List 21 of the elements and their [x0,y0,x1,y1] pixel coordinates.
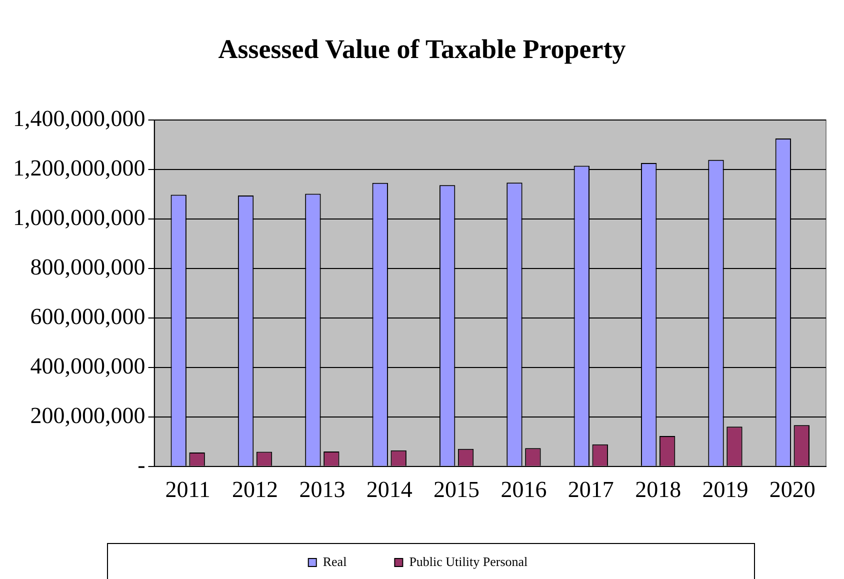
x-tick-label: 2018 [635,477,682,502]
x-tick-label: 2015 [434,477,480,502]
chart-title: Assessed Value of Taxable Property [217,34,627,65]
legend-label: Public Utility Personal [409,554,528,569]
y-tick-label: 1,200,000,000 [13,156,146,181]
x-tick-label: 2019 [702,477,748,502]
x-tick-label: 2013 [299,477,346,502]
y-tick-label: 1,000,000,000 [13,205,146,230]
x-tick-label: 2014 [366,477,413,502]
y-tick-label: 600,000,000 [30,304,146,329]
y-tick-label: 200,000,000 [30,402,146,428]
y-tick-label: 1,400,000,000 [13,106,146,132]
legend-label: Real [322,554,348,569]
y-tick-label: 800,000,000 [30,254,146,280]
x-tick-label: 2017 [568,477,614,502]
y-tick-label: - [138,452,146,478]
y-tick-label: 400,000,000 [30,353,146,378]
x-tick-label: 2011 [165,477,210,502]
x-tick-label: 2012 [232,477,278,502]
x-tick-label: 2016 [500,477,547,502]
x-tick-label: 2020 [769,477,816,502]
